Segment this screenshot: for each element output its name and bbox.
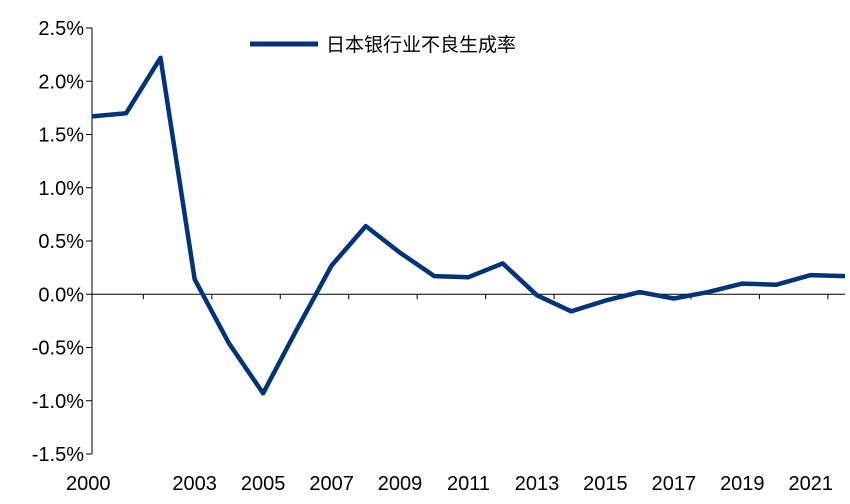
y-tick-label: 2.5%	[38, 18, 84, 40]
x-tick-label: 2013	[515, 473, 560, 495]
series-line-0	[91, 55, 846, 396]
y-tick-label: -0.5%	[32, 338, 84, 360]
x-tick-label: 2021	[789, 473, 834, 495]
legend-label: 日本银行业不良生成率	[326, 34, 516, 56]
y-tick-label: 1.0%	[38, 178, 84, 200]
y-tick-label: 1.5%	[38, 125, 84, 147]
x-tick-label: 2007	[309, 473, 354, 495]
x-tick-label: 2019	[720, 473, 765, 495]
x-tick-label: 2015	[583, 473, 628, 495]
series-layer	[91, 55, 846, 396]
x-tick-label: 2009	[378, 473, 423, 495]
y-tick-label: -1.5%	[32, 444, 84, 466]
y-tick-label: -1.0%	[32, 391, 84, 413]
y-tick-label: 2.0%	[38, 71, 84, 93]
x-tick-label: 2005	[241, 473, 286, 495]
y-tick-label: 0.5%	[38, 231, 84, 253]
axes: 2.5% 2.0% 1.5% 1.0% 0.5% 0.0% -0.5% -1.0% -1.5% 2…	[32, 18, 845, 495]
y-tick-label: 0.0%	[38, 284, 84, 306]
x-tick-label: 2003	[172, 473, 217, 495]
x-tick-label: 2011	[447, 473, 490, 495]
x-tick-label: 2017	[652, 473, 697, 495]
x-tick-label: 2000	[66, 473, 111, 495]
legend: 日本银行业不良生成率	[250, 34, 516, 56]
